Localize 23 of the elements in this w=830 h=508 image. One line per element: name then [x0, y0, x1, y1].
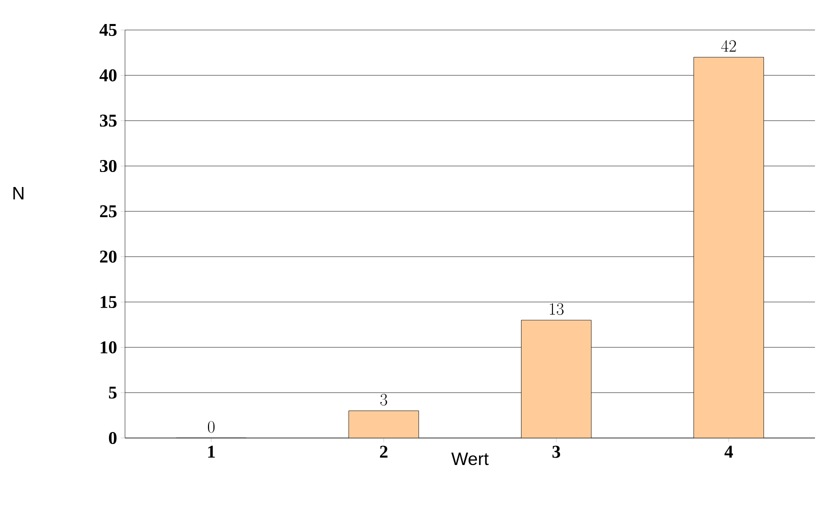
y-tick-label: 0: [108, 432, 117, 444]
x-tick-label: 2: [380, 446, 388, 458]
data-label: 42: [721, 40, 736, 52]
x-tick-label: 4: [724, 446, 733, 458]
bar: [521, 320, 592, 438]
data-label: 0: [208, 421, 215, 433]
bar: [348, 410, 419, 438]
y-tick-label: 30: [100, 160, 117, 172]
y-axis-title: N: [13, 187, 24, 200]
x-axis-title: Wert: [451, 452, 489, 466]
y-tick-label: 5: [108, 386, 117, 399]
x-tick-label: 1: [208, 446, 215, 458]
y-tick-label: 25: [100, 205, 117, 218]
data-label: 3: [380, 394, 388, 406]
x-tick-label: 3: [552, 446, 560, 458]
y-tick-label: 10: [100, 341, 117, 354]
data-label: 13: [550, 303, 564, 315]
y-tick-label: 40: [100, 69, 117, 82]
bar: [694, 56, 764, 438]
y-tick-label: 45: [100, 24, 117, 36]
y-tick-label: 15: [100, 296, 117, 308]
y-tick-label: 35: [100, 114, 117, 127]
y-tick-label: 20: [100, 250, 117, 263]
